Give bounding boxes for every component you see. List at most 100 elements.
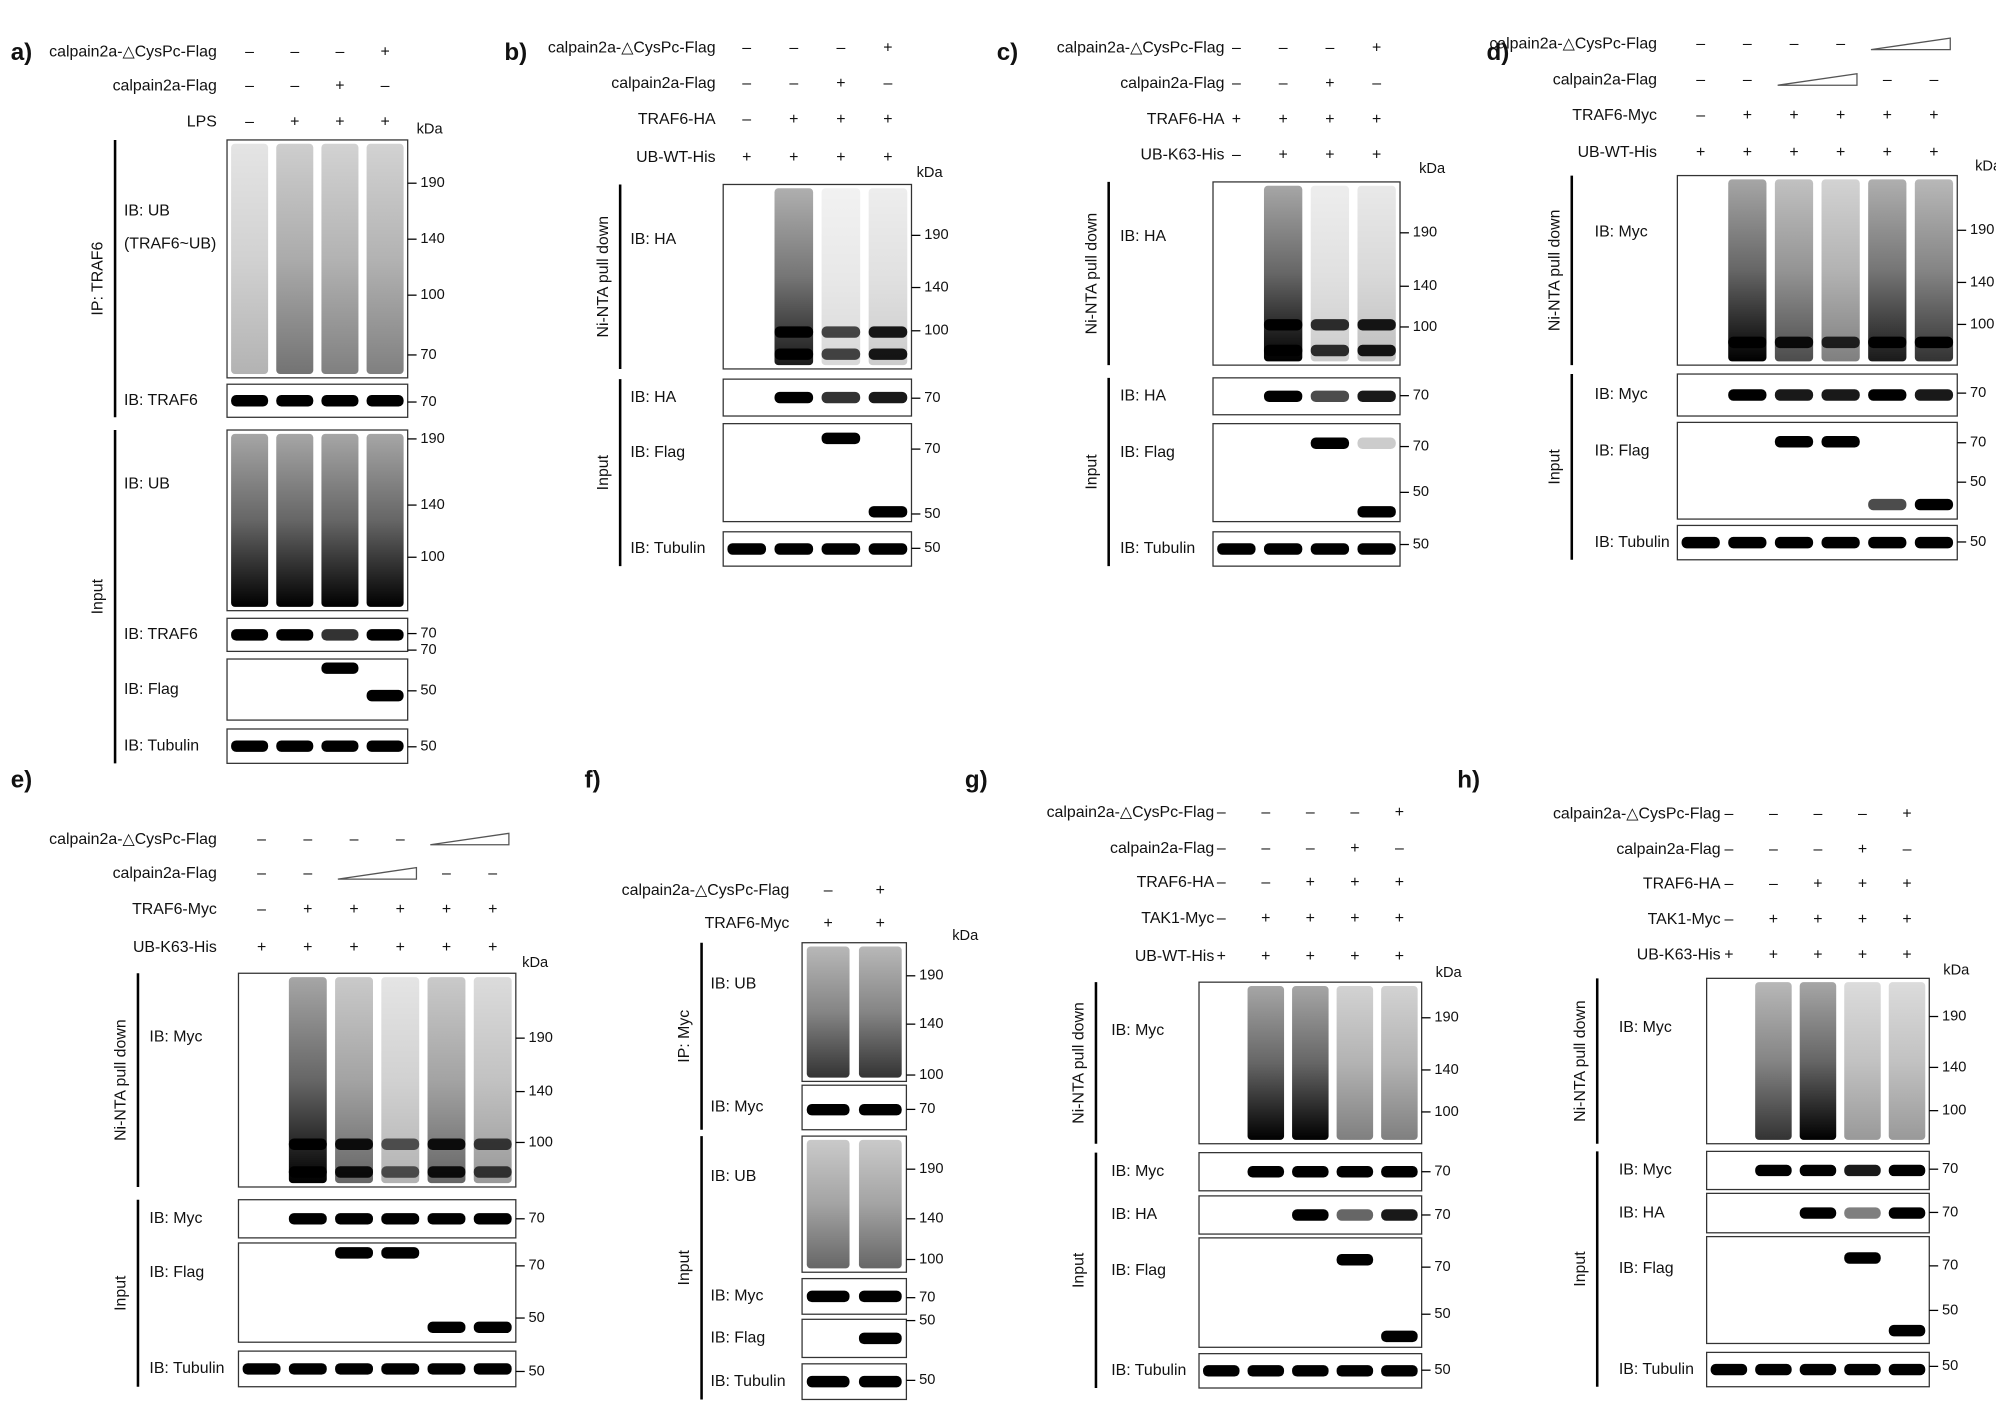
band: [231, 395, 269, 407]
condition-sign: +: [442, 939, 451, 956]
band: [242, 1363, 281, 1375]
condition-sign: +: [257, 939, 266, 956]
band: [858, 1375, 902, 1388]
marker-label: 140: [1970, 274, 1994, 290]
condition-sign: –: [1261, 804, 1270, 821]
marker-label: 100: [919, 1067, 943, 1083]
smear: [1336, 985, 1374, 1140]
kda-label: kDa: [1975, 159, 1996, 175]
condition-sign: –: [1325, 40, 1334, 57]
smear: [1728, 179, 1767, 362]
condition-sign: +: [349, 901, 358, 918]
marker-label: 190: [529, 1030, 553, 1046]
condition-name: calpain2a-△CysPc-Flag: [1057, 40, 1225, 57]
band: [335, 1213, 373, 1225]
condition-sign: –: [245, 113, 254, 130]
band: [231, 740, 269, 752]
condition-sign: +: [1306, 910, 1315, 927]
marker-label: 190: [420, 431, 444, 447]
condition-sign: –: [1217, 910, 1226, 927]
band: [1310, 390, 1350, 403]
condition-sign: +: [1836, 144, 1845, 161]
condition-sign: +: [1858, 911, 1867, 928]
band: [1357, 390, 1396, 403]
marker-label: 70: [1413, 438, 1429, 454]
blot-label: IB: Myc: [710, 1288, 763, 1305]
blot-label: IB: Tubulin: [710, 1373, 785, 1390]
condition-sign: +: [1261, 910, 1270, 927]
band: [1336, 1365, 1374, 1377]
marker-label: 100: [420, 287, 444, 303]
smear: [1868, 179, 1907, 362]
marker-label: 100: [924, 323, 948, 339]
condition-sign: –: [1814, 841, 1823, 858]
band: [1799, 1164, 1837, 1177]
condition-sign: –: [1743, 36, 1752, 53]
smear: [858, 1139, 902, 1269]
blot-label: IB: UB: [124, 203, 170, 220]
condition-sign: –: [257, 831, 266, 848]
blot-label: IB: Myc: [149, 1210, 202, 1227]
band: [276, 629, 314, 641]
condition-sign: +: [1372, 111, 1381, 128]
band: [1774, 435, 1814, 448]
band: [288, 1166, 327, 1178]
section-label: Ni-NTA pull down: [1572, 1000, 1589, 1122]
band: [1381, 1330, 1418, 1343]
blot-label: IB: Tubulin: [1120, 540, 1195, 557]
blot-label: IB: Tubulin: [630, 540, 705, 557]
band: [1914, 536, 1954, 549]
condition-sign: +: [1325, 111, 1334, 128]
blot: [237, 1350, 517, 1388]
section-label: Ni-NTA pull down: [113, 1019, 130, 1141]
band: [1914, 498, 1954, 511]
section-label: Input: [1572, 1251, 1589, 1287]
band: [276, 740, 314, 752]
smear: [1247, 985, 1285, 1140]
smear: [1821, 179, 1860, 362]
marker-label: 50: [919, 1372, 935, 1388]
condition-sign: +: [1769, 911, 1778, 928]
kda-label: kDa: [1436, 965, 1463, 981]
marker-label: 50: [1413, 536, 1429, 552]
band: [1217, 543, 1256, 555]
kda-label: kDa: [1419, 161, 1446, 177]
marker-label: 70: [919, 1101, 935, 1117]
blot-label: IB: Tubulin: [149, 1360, 224, 1377]
band: [1357, 344, 1396, 357]
blot: [1676, 373, 1958, 417]
band: [1263, 390, 1303, 403]
band: [1914, 336, 1954, 349]
band: [427, 1363, 466, 1375]
band: [821, 432, 861, 445]
smear: [774, 188, 814, 366]
condition-name: TRAF6-HA: [1147, 111, 1225, 128]
band: [1844, 1252, 1881, 1264]
blot-label: IB: Myc: [149, 1029, 202, 1046]
blot-label: IB: Myc: [1111, 1163, 1164, 1180]
band: [1336, 1166, 1374, 1178]
band: [1844, 1207, 1881, 1219]
blot-label: IB: Myc: [1619, 1162, 1672, 1179]
blot: [237, 972, 517, 1188]
condition-sign: –: [245, 43, 254, 60]
blot: [722, 423, 913, 523]
marker-label: 70: [924, 390, 940, 406]
condition-sign: –: [1306, 840, 1315, 857]
smear: [1357, 185, 1396, 362]
condition-sign: –: [1836, 36, 1845, 53]
smear: [1888, 982, 1926, 1140]
band: [381, 1166, 420, 1178]
band: [1774, 536, 1814, 549]
marker-label: 70: [1434, 1207, 1450, 1223]
condition-sign: +: [1395, 910, 1404, 927]
band: [1728, 336, 1767, 349]
marker-label: 100: [1434, 1104, 1458, 1120]
marker-label: 50: [924, 506, 940, 522]
smear: [276, 433, 314, 607]
condition-sign: +: [1858, 841, 1867, 858]
condition-sign: –: [1769, 805, 1778, 822]
condition-sign: +: [1724, 947, 1733, 964]
band: [1357, 319, 1396, 331]
condition-name: UB-WT-His: [1578, 144, 1657, 161]
